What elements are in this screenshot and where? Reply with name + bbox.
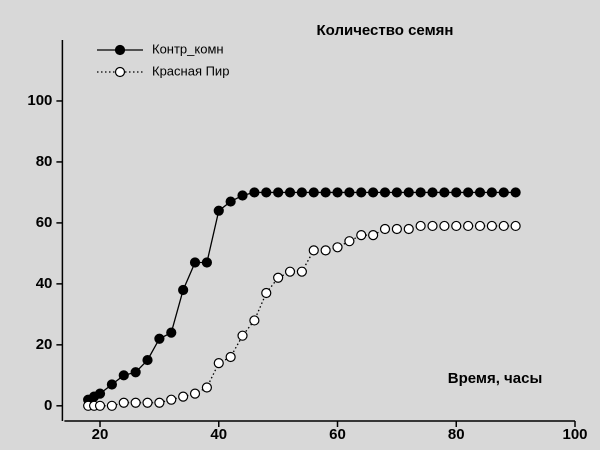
point: [118, 397, 129, 408]
point: [94, 400, 106, 411]
y-tick-label: 100: [27, 92, 52, 109]
point: [439, 220, 450, 232]
point: [284, 266, 296, 277]
legend-marker: [114, 44, 126, 56]
point: [427, 220, 438, 232]
x-tick-label: 20: [92, 426, 109, 443]
point: [106, 379, 117, 390]
point: [249, 187, 260, 198]
x-tick-label: 60: [329, 426, 346, 443]
point: [142, 354, 153, 366]
y-tick-label: 60: [36, 214, 53, 231]
point: [320, 187, 331, 198]
x-axis-label: Время, часы: [448, 370, 543, 387]
legend-label: Контр_комн: [152, 41, 224, 56]
point: [225, 351, 236, 363]
point: [94, 388, 106, 399]
point: [308, 245, 319, 256]
point: [225, 196, 236, 207]
x-tick-label: 40: [210, 426, 227, 443]
point: [273, 272, 284, 283]
point: [463, 220, 474, 232]
point: [249, 315, 260, 326]
point: [474, 220, 486, 232]
point: [178, 284, 189, 296]
point: [130, 367, 141, 378]
point: [213, 358, 224, 369]
point: [427, 187, 438, 198]
point: [237, 330, 248, 341]
point: [474, 187, 486, 198]
point: [510, 187, 521, 198]
legend-label: Красная Пир: [152, 63, 229, 78]
point: [486, 187, 497, 198]
point: [451, 187, 462, 198]
point: [356, 229, 367, 241]
point: [178, 391, 189, 402]
point: [379, 223, 391, 235]
point: [415, 220, 426, 232]
point: [106, 400, 117, 411]
point: [332, 187, 343, 198]
y-tick-label: 20: [36, 336, 53, 353]
point: [189, 388, 201, 399]
point: [391, 187, 402, 198]
point: [320, 245, 331, 256]
y-tick-label: 0: [44, 397, 52, 414]
point: [213, 205, 224, 216]
point: [154, 333, 165, 344]
point: [415, 187, 426, 198]
point: [498, 187, 509, 198]
point: [261, 187, 272, 198]
point: [510, 220, 521, 232]
point: [391, 223, 402, 235]
chart-title: Количество семян: [317, 22, 454, 39]
point: [237, 190, 248, 201]
point: [344, 187, 355, 198]
point: [344, 236, 355, 247]
point: [368, 229, 379, 241]
point: [261, 287, 272, 299]
point: [296, 266, 307, 277]
point: [439, 187, 450, 198]
point: [368, 187, 379, 198]
legend-marker: [114, 66, 126, 78]
point: [451, 220, 462, 232]
point: [463, 187, 474, 198]
y-tick-label: 40: [36, 275, 53, 292]
point: [166, 327, 177, 338]
point: [118, 370, 129, 381]
point: [154, 397, 165, 408]
point: [356, 187, 367, 198]
point: [403, 223, 414, 235]
point: [403, 187, 414, 198]
point: [284, 187, 296, 198]
point: [201, 257, 212, 268]
point: [332, 242, 343, 253]
point: [379, 187, 391, 198]
point: [498, 220, 509, 232]
x-tick-label: 80: [448, 426, 465, 443]
point: [308, 187, 319, 198]
y-tick-label: 80: [36, 153, 53, 170]
x-tick-label: 100: [562, 426, 587, 443]
point: [130, 397, 141, 408]
point: [201, 382, 212, 393]
point: [142, 397, 153, 408]
point: [486, 220, 497, 232]
point: [273, 187, 284, 198]
point: [189, 257, 201, 268]
point: [296, 187, 307, 198]
point: [166, 394, 177, 405]
